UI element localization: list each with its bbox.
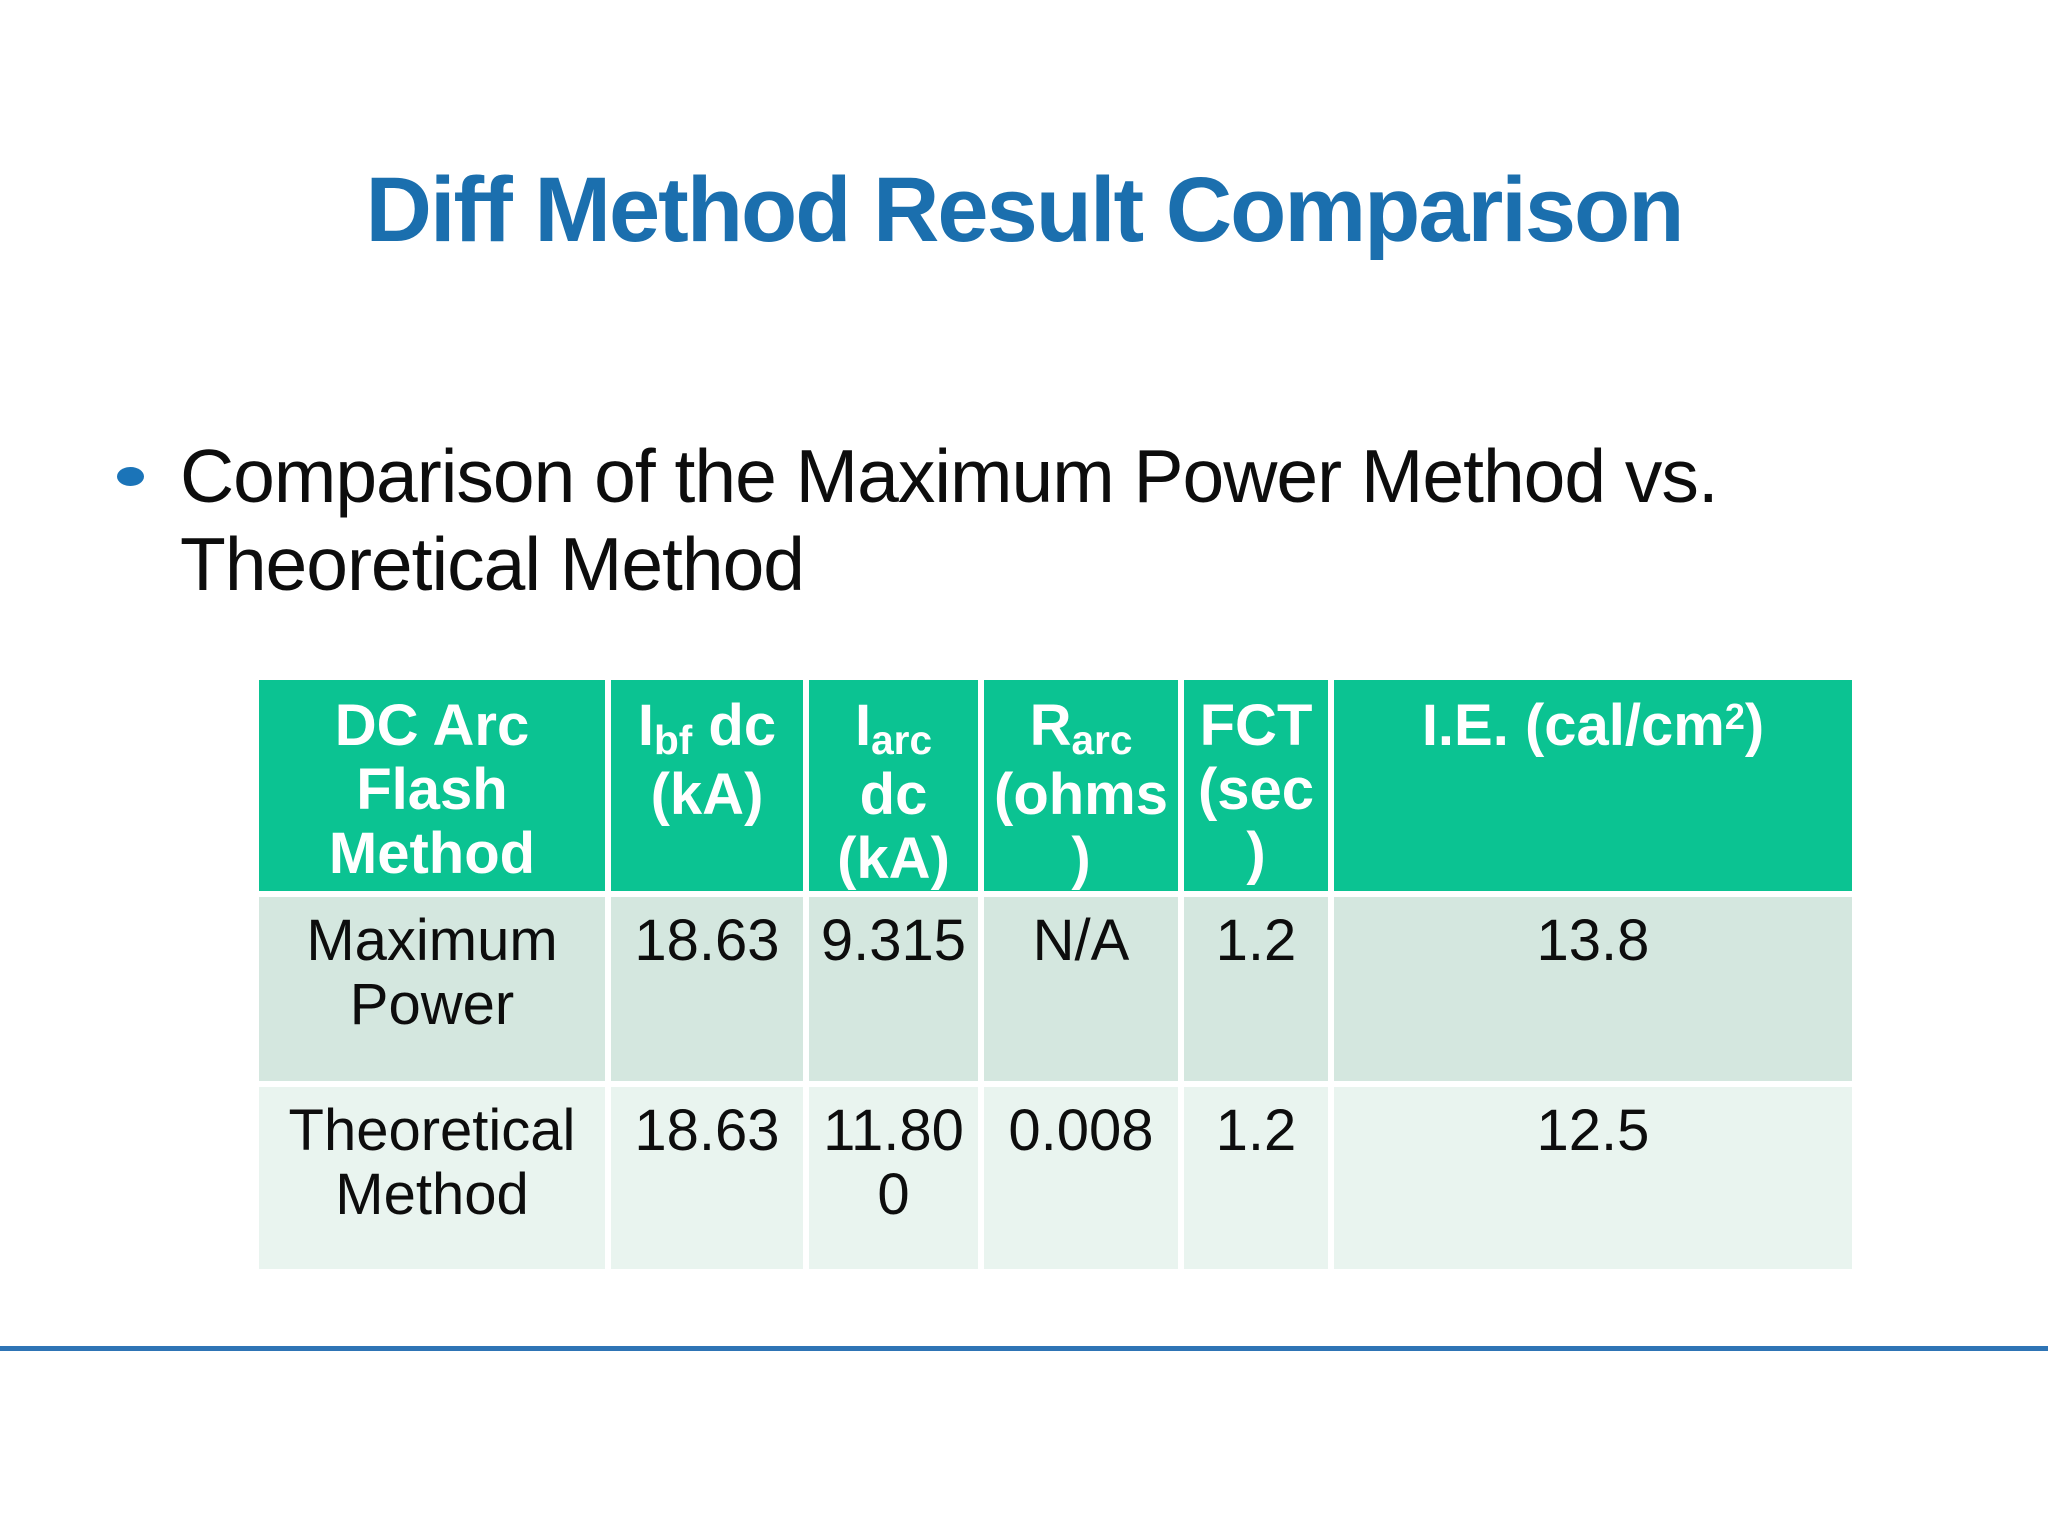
value-cell: 9.315: [806, 894, 984, 1087]
column-header: Rarc (ohms): [981, 680, 1184, 897]
comparison-table: DC Arc Flash Method Ibf dc (kA) Iarc dc (k…: [259, 680, 1852, 1269]
table-row: Maximum Power 18.63 9.315 N/A 1.2 13.8: [259, 894, 1852, 1087]
value-cell: 0.008: [981, 1084, 1184, 1269]
bullet-text: Comparison of the Maximum Power Method v…: [180, 434, 1719, 606]
column-header: DC Arc Flash Method: [259, 680, 611, 897]
value-cell: 18.63: [608, 894, 809, 1087]
column-header: Iarc dc (kA): [806, 680, 984, 897]
value-cell: 11.800: [806, 1084, 984, 1269]
value-cell: 12.5: [1331, 1084, 1852, 1269]
slide-title: Diff Method Result Comparison: [365, 159, 1685, 261]
table-header-row: DC Arc Flash Method Ibf dc (kA) Iarc dc (k…: [259, 680, 1852, 897]
value-cell: 1.2: [1181, 1084, 1334, 1269]
method-cell: Maximum Power: [259, 894, 611, 1087]
footer-divider: [0, 1346, 2048, 1351]
value-cell: 13.8: [1331, 894, 1852, 1087]
method-cell: Theoretical Method: [259, 1084, 611, 1269]
value-cell: 1.2: [1181, 894, 1334, 1087]
bullet-icon: [117, 467, 144, 486]
table-body: Maximum Power 18.63 9.315 N/A 1.2 13.8 Theoret…: [259, 894, 1852, 1269]
table-header: DC Arc Flash Method Ibf dc (kA) Iarc dc (k…: [259, 680, 1852, 897]
column-header: FCT (sec): [1181, 680, 1334, 897]
value-cell: 18.63: [608, 1084, 809, 1269]
column-header: Ibf dc (kA): [608, 680, 809, 897]
table-row: Theoretical Method 18.63 11.800 0.008 1.2 12.…: [259, 1084, 1852, 1269]
value-cell: N/A: [981, 894, 1184, 1087]
column-header: I.E. (cal/cm2): [1331, 680, 1852, 897]
